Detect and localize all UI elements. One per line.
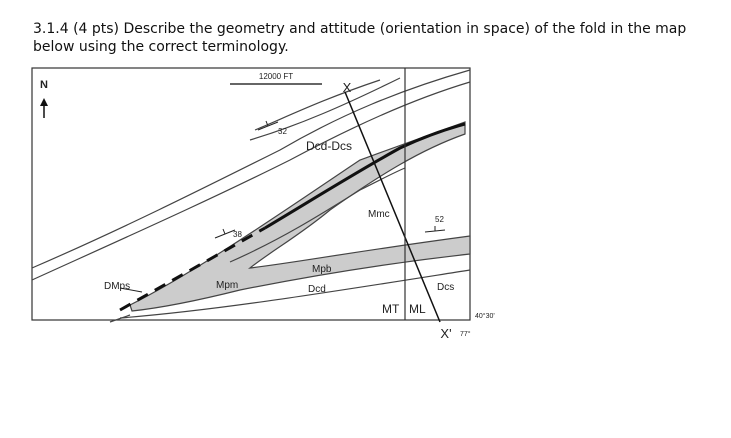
contact — [109, 314, 131, 323]
section-label: X — [343, 80, 352, 95]
north-arrow-head — [40, 98, 48, 106]
contact — [31, 69, 471, 269]
section-label: X' — [440, 326, 451, 341]
unit-label: DMps — [104, 281, 130, 292]
leader — [119, 287, 143, 293]
unit-label: Mpm — [216, 280, 238, 291]
dip-label: 52 — [435, 215, 444, 224]
dip-symbol — [257, 120, 279, 131]
contact — [249, 77, 401, 141]
contact — [119, 269, 471, 319]
unit-label: Dcd-Dcs — [306, 139, 352, 153]
north-label: N — [40, 79, 48, 91]
map-frame — [31, 67, 471, 321]
unit-label: Mmc — [368, 209, 390, 220]
unit-label: Dcd — [308, 284, 326, 295]
contact — [254, 79, 381, 131]
coordinate-label: 77° — [460, 330, 471, 338]
unit-label: Dcs — [437, 282, 454, 293]
dip-label: 38 — [233, 230, 242, 239]
dip-symbol — [424, 226, 446, 233]
section-line — [344, 91, 441, 323]
dip-symbol — [214, 228, 236, 239]
contact — [31, 81, 471, 281]
scale-label: 12000 FT — [259, 72, 293, 81]
fault — [264, 122, 466, 230]
zone-label: MT — [382, 302, 400, 316]
fault-dashed — [119, 226, 266, 312]
unit-label: Mpb — [312, 264, 332, 275]
contact — [229, 167, 406, 263]
dip-label: 32 — [278, 127, 287, 136]
coordinate-label: 40°30' — [475, 312, 495, 320]
fold-unit — [129, 121, 471, 312]
question-text: 3.1.4 (4 pts) Describe the geometry and … — [33, 21, 687, 55]
zone-label: ML — [409, 302, 426, 316]
